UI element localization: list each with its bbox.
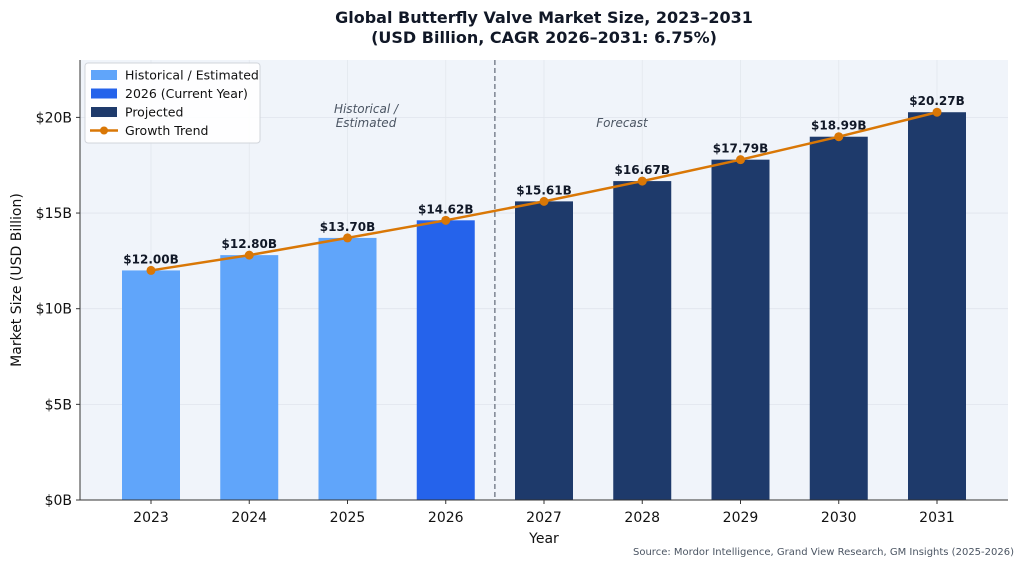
bar-2024 xyxy=(220,255,279,500)
trend-point xyxy=(146,265,156,275)
x-tick-label: 2031 xyxy=(919,510,955,526)
legend-swatch-current xyxy=(91,88,117,99)
data-label: $12.80B xyxy=(222,237,277,251)
legend-label: 2026 (Current Year) xyxy=(125,86,248,101)
x-tick-label: 2026 xyxy=(428,510,464,526)
legend-label: Historical / Estimated xyxy=(125,68,259,83)
bar-2025 xyxy=(318,237,377,501)
bar-2031 xyxy=(908,112,966,501)
data-label: $15.61B xyxy=(516,183,571,197)
y-tick-label: $0B xyxy=(45,493,72,509)
bar-2023 xyxy=(122,270,180,500)
y-tick-label: $10B xyxy=(36,302,72,318)
x-tick-label: 2030 xyxy=(821,510,857,526)
trend-point xyxy=(736,155,745,165)
bar-2029 xyxy=(711,159,770,501)
data-label: $18.99B xyxy=(811,119,866,133)
annotation-forecast: Forecast xyxy=(596,116,649,130)
trend-point xyxy=(932,107,942,117)
bar-2027 xyxy=(515,201,573,501)
legend xyxy=(84,62,261,144)
data-label: $17.79B xyxy=(713,142,768,156)
data-label: $12.00B xyxy=(123,252,178,266)
trend-point xyxy=(834,132,844,142)
chart-title: Global Butterfly Valve Market Size, 2023… xyxy=(335,8,753,27)
legend-swatch-projected xyxy=(91,107,117,117)
data-label: $20.27B xyxy=(909,94,964,108)
chart-subtitle: (USD Billion, CAGR 2026–2031: 6.75%) xyxy=(371,28,717,47)
legend-label: Growth Trend xyxy=(125,123,208,138)
trend-point xyxy=(441,215,451,225)
x-tick-label: 2024 xyxy=(231,510,267,526)
legend-label: Projected xyxy=(125,105,183,120)
bar-2030 xyxy=(809,136,868,500)
legend-marker-trend xyxy=(100,126,108,135)
x-tick-label: 2023 xyxy=(133,510,169,526)
data-label: $13.70B xyxy=(320,220,375,234)
y-tick-label: $15B xyxy=(36,206,72,222)
y-tick-label: $5B xyxy=(45,397,72,413)
annotation-historical: Estimated xyxy=(336,116,397,130)
x-tick-label: 2025 xyxy=(330,510,366,526)
legend-swatch-historical xyxy=(91,70,117,80)
bar-2026 xyxy=(416,220,475,500)
x-tick-label: 2028 xyxy=(624,510,660,526)
bar-2028 xyxy=(613,181,672,501)
source-note: Source: Mordor Intelligence, Grand View … xyxy=(633,547,1014,558)
data-label: $16.67B xyxy=(615,163,670,177)
annotation-historical: Historical / xyxy=(334,102,400,116)
trend-point xyxy=(539,196,549,206)
y-tick-label: $20B xyxy=(36,110,72,126)
x-tick-label: 2029 xyxy=(723,510,759,526)
trend-point xyxy=(343,233,352,243)
x-axis-label: Year xyxy=(528,531,559,547)
trend-point xyxy=(244,250,254,260)
trend-point xyxy=(637,176,647,186)
data-label: $14.62B xyxy=(418,202,473,216)
y-axis-label: Market Size (USD Billion) xyxy=(9,193,25,367)
x-tick-label: 2027 xyxy=(526,510,562,526)
